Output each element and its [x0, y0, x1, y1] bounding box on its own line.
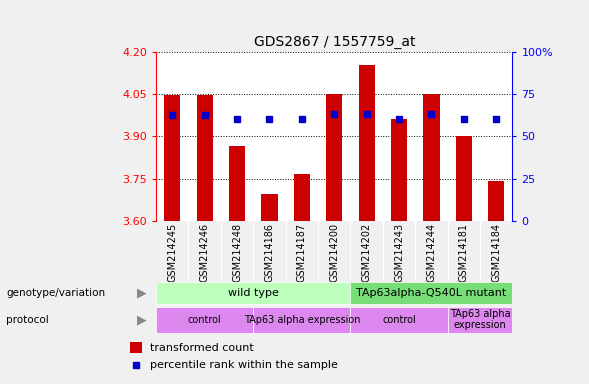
Text: GSM214248: GSM214248: [232, 223, 242, 282]
Bar: [229, 146, 245, 221]
Bar: [350, 281, 512, 304]
Text: TAp63 alpha
expression: TAp63 alpha expression: [450, 309, 510, 331]
Text: GSM214202: GSM214202: [362, 223, 372, 282]
Bar: [359, 65, 375, 221]
Text: GSM214184: GSM214184: [491, 223, 501, 281]
Text: GSM214244: GSM214244: [426, 223, 436, 282]
Bar: [391, 119, 407, 221]
Bar: [350, 307, 448, 333]
Text: protocol: protocol: [6, 314, 49, 325]
Text: GSM214186: GSM214186: [264, 223, 274, 281]
Text: GSM214181: GSM214181: [459, 223, 469, 281]
Text: GSM214246: GSM214246: [200, 223, 210, 282]
Bar: [164, 95, 180, 221]
Bar: [253, 307, 350, 333]
Text: ▶: ▶: [137, 286, 146, 299]
Text: GSM214200: GSM214200: [329, 223, 339, 282]
Text: GSM214243: GSM214243: [394, 223, 404, 282]
Text: control: control: [382, 314, 416, 325]
Bar: [156, 281, 350, 304]
Text: percentile rank within the sample: percentile rank within the sample: [150, 360, 337, 370]
Text: control: control: [188, 314, 221, 325]
Text: ▶: ▶: [137, 313, 146, 326]
Text: wild type: wild type: [228, 288, 279, 298]
Bar: [262, 194, 277, 221]
Bar: [326, 94, 342, 221]
Title: GDS2867 / 1557759_at: GDS2867 / 1557759_at: [253, 35, 415, 50]
Text: transformed count: transformed count: [150, 343, 253, 353]
Bar: [423, 94, 439, 221]
Text: GSM214245: GSM214245: [167, 223, 177, 282]
Bar: [131, 343, 142, 353]
Text: TAp63alpha-Q540L mutant: TAp63alpha-Q540L mutant: [356, 288, 507, 298]
Bar: [294, 174, 310, 221]
Text: GSM214187: GSM214187: [297, 223, 307, 282]
Text: genotype/variation: genotype/variation: [6, 288, 105, 298]
Bar: [448, 307, 512, 333]
Bar: [197, 95, 213, 221]
Bar: [488, 181, 504, 221]
Bar: [156, 307, 253, 333]
Text: TAp63 alpha expression: TAp63 alpha expression: [244, 314, 360, 325]
Bar: [456, 136, 472, 221]
